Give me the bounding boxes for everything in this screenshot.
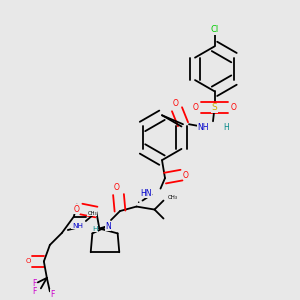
Text: O: O: [74, 205, 80, 214]
Text: CH₃: CH₃: [168, 195, 178, 200]
Text: NH: NH: [197, 123, 208, 132]
Text: F: F: [51, 290, 55, 299]
Text: Cl: Cl: [210, 26, 219, 34]
Text: H: H: [224, 123, 229, 132]
Text: HN: HN: [140, 189, 152, 198]
Text: N: N: [105, 221, 111, 230]
Text: O: O: [114, 184, 120, 193]
Text: F: F: [33, 279, 37, 288]
Text: O: O: [25, 258, 31, 264]
Text: O: O: [230, 103, 236, 112]
Text: NH: NH: [72, 223, 83, 229]
Text: F: F: [33, 287, 37, 296]
Text: CH₃: CH₃: [87, 211, 97, 216]
Text: O: O: [193, 103, 199, 112]
Text: S: S: [212, 103, 218, 112]
Text: H: H: [92, 226, 98, 232]
Text: O: O: [172, 99, 178, 108]
Text: O: O: [183, 171, 189, 180]
Text: •: •: [136, 200, 140, 205]
